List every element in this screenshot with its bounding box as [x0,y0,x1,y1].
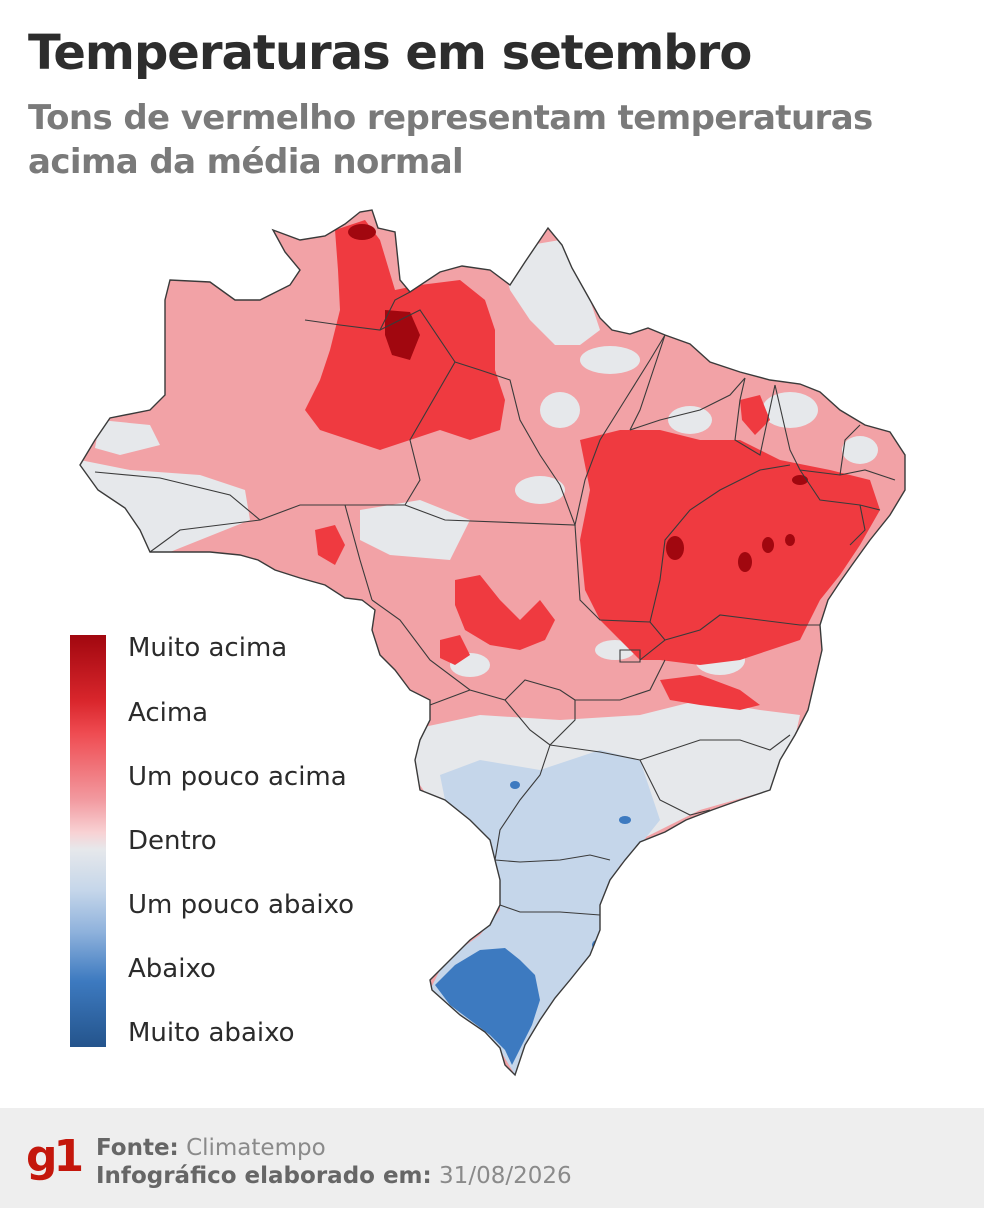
legend-color-bar [70,635,106,1047]
legend-label-muito-acima: Muito acima [128,633,288,663]
page-title: Temperaturas em setembro [28,25,752,81]
map-svg [79,209,906,1076]
legend-label-acima: Acima [128,698,209,728]
footer-date: Infográfico elaborado em: 31/08/2026 [96,1161,572,1191]
legend-label-dentro: Dentro [128,826,217,856]
footer-source: Fonte: Climatempo [96,1133,326,1163]
date-value: 31/08/2026 [439,1163,572,1189]
date-label: Infográfico elaborado em: [96,1163,432,1189]
source-label: Fonte: [96,1135,179,1161]
legend-label-um-pouco-abaixo: Um pouco abaixo [128,890,355,920]
footer-bar [0,1108,984,1208]
g1-logo: g1 [26,1131,84,1182]
state-borders [94,291,896,916]
source-value: Climatempo [186,1135,326,1161]
legend-label-um-pouco-acima: Um pouco acima [128,762,347,792]
subtitle-line-1: Tons de vermelho representam temperatura… [28,98,873,138]
page-subtitle: Tons de vermelho representam temperatura… [28,96,978,184]
subtitle-line-2: acima da média normal [28,142,464,182]
legend-label-muito-abaixo: Muito abaixo [128,1018,295,1048]
brazil-temperature-map [0,200,984,1100]
legend-label-abaixo: Abaixo [128,954,216,984]
